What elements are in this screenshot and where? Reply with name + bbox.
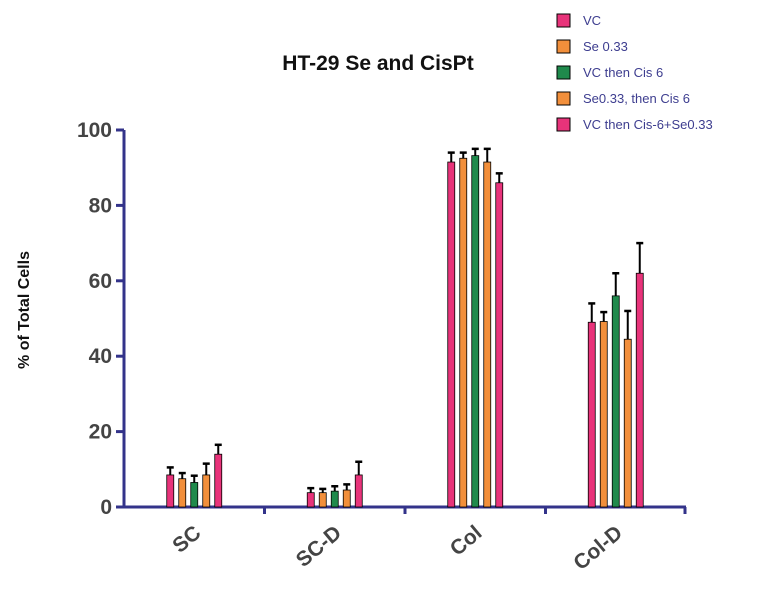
legend-swatch xyxy=(556,39,571,54)
bar xyxy=(166,474,175,508)
bar xyxy=(611,295,620,508)
x-tick-label: Col xyxy=(446,521,487,560)
bar xyxy=(483,161,492,508)
bar xyxy=(447,161,456,508)
bar xyxy=(495,182,504,508)
legend: VC Se 0.33 VC then Cis 6 Se0.33, then Cis 6… xyxy=(556,13,713,132)
bar xyxy=(306,492,315,508)
y-ticks: 0 20 40 60 80 100 xyxy=(77,119,124,519)
bar xyxy=(190,482,199,508)
bar xyxy=(178,478,187,508)
bar xyxy=(471,155,480,508)
legend-label: VC xyxy=(583,13,601,28)
bar xyxy=(342,489,351,508)
bars xyxy=(166,147,644,508)
x-tick-label: SC-D xyxy=(292,521,346,572)
y-tick-label: 80 xyxy=(89,194,112,217)
chart-title: HT-29 Se and CisPt xyxy=(282,52,473,75)
bar xyxy=(214,453,223,508)
x-tick-label: Col-D xyxy=(569,521,627,575)
bar xyxy=(635,272,644,508)
legend-label: VC then Cis 6 xyxy=(583,65,663,80)
y-tick-label: 0 xyxy=(100,496,112,519)
bar xyxy=(330,490,339,508)
legend-label: Se0.33, then Cis 6 xyxy=(583,91,690,106)
legend-label: VC then Cis-6+Se0.33 xyxy=(583,117,713,132)
legend-swatch xyxy=(556,13,571,28)
legend-label: Se 0.33 xyxy=(583,39,628,54)
bar xyxy=(599,321,608,508)
legend-swatch xyxy=(556,117,571,132)
bar xyxy=(587,321,596,508)
bar xyxy=(354,474,363,508)
y-tick-label: 20 xyxy=(89,421,112,444)
y-tick-label: 100 xyxy=(77,119,112,142)
y-tick-label: 60 xyxy=(89,270,112,293)
bar xyxy=(318,492,327,508)
bar xyxy=(623,338,632,508)
legend-swatch xyxy=(556,65,571,80)
legend-swatch xyxy=(556,91,571,106)
bar xyxy=(202,474,211,508)
x-ticks: SC SC-D Col Col-D xyxy=(168,507,687,575)
bar xyxy=(459,157,468,508)
y-axis-label: % of Total Cells xyxy=(16,251,33,369)
y-tick-label: 40 xyxy=(89,345,112,368)
x-tick-label: SC xyxy=(168,521,205,557)
